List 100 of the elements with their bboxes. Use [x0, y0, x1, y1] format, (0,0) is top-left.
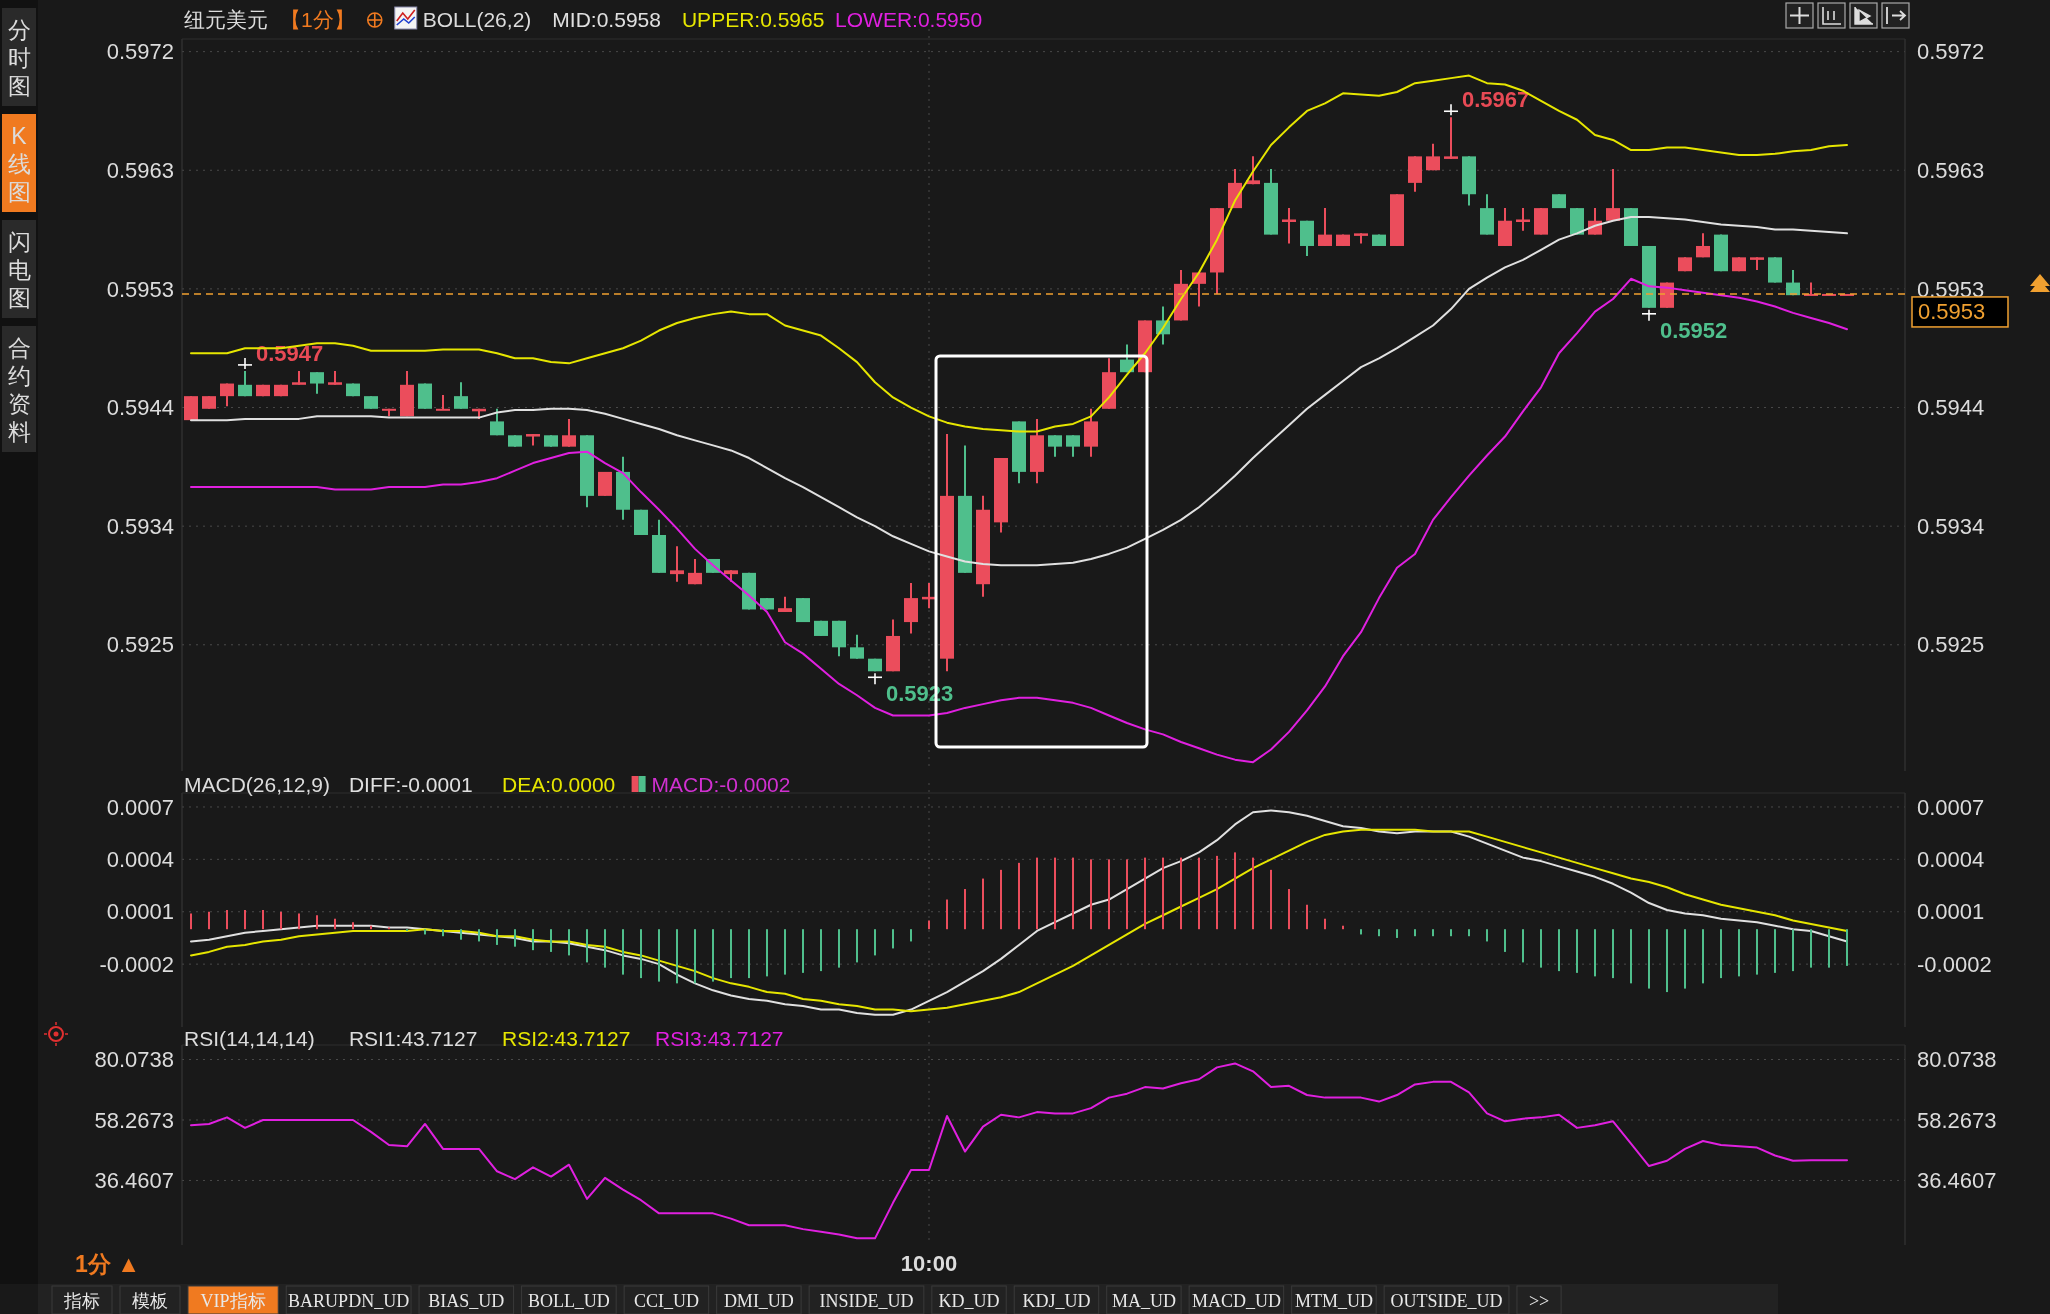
bar — [226, 910, 228, 930]
bar — [1360, 929, 1362, 935]
bar — [1144, 857, 1146, 930]
bar — [1720, 929, 1722, 979]
text: 分时图 — [7, 17, 31, 99]
y2-tick-label: 0.5972 — [1917, 39, 1985, 65]
bar — [1684, 929, 1686, 989]
text: BOLL_UD — [527, 1291, 610, 1311]
y-tick-label: 0.5944 — [106, 395, 174, 421]
y-tick-label: 80.0738 — [94, 1047, 174, 1073]
bar — [424, 929, 426, 935]
y2-tick-label: 0.0007 — [1917, 794, 1985, 820]
text: RSI3:43.7127 — [655, 1027, 784, 1050]
bar — [1126, 859, 1128, 930]
text: MTM_UD — [1294, 1291, 1373, 1311]
y-tick-label: 58.2673 — [94, 1107, 174, 1133]
chart-subtitle: 【1分】 — [280, 8, 355, 31]
y-tick-label: 36.4607 — [94, 1168, 174, 1194]
candlestick — [1282, 207, 1296, 245]
text: >> — [1528, 1291, 1550, 1311]
text: KDJ_UD — [1022, 1291, 1091, 1311]
legend-label: MACD:-0.0002 — [651, 773, 791, 796]
bar — [280, 911, 282, 930]
bar — [1756, 929, 1758, 975]
bar — [784, 929, 786, 975]
bar — [1036, 857, 1038, 930]
y2-tick-label: 0.5963 — [1917, 157, 1985, 183]
bar — [1054, 857, 1056, 930]
y-tick-label: 0.0007 — [106, 794, 174, 820]
y-tick-label: 0.0001 — [106, 899, 174, 925]
candlestick — [238, 369, 252, 398]
bar — [1450, 929, 1452, 937]
bar — [1000, 869, 1002, 930]
bar — [1108, 859, 1110, 930]
bar — [1540, 929, 1542, 968]
y2-tick-label: -0.0002 — [1917, 951, 1992, 977]
y2-tick-label: 0.5925 — [1917, 632, 1985, 658]
bar — [820, 929, 822, 972]
bar — [1090, 859, 1092, 930]
bar — [1432, 929, 1434, 937]
bar — [1558, 929, 1560, 972]
bar — [1810, 929, 1812, 968]
bar — [496, 929, 498, 945]
bar — [1396, 929, 1398, 938]
line-series — [190, 277, 1848, 764]
bar — [640, 929, 642, 979]
bar — [316, 915, 318, 930]
y-tick-label: 0.5953 — [106, 276, 174, 302]
bar — [244, 910, 246, 930]
bar — [712, 929, 714, 982]
text: KD_UD — [938, 1291, 1000, 1311]
bar — [1378, 929, 1380, 937]
text: VIP指标 — [200, 1291, 266, 1311]
bar — [892, 929, 894, 949]
annotation: 0.5952 — [1660, 317, 1728, 343]
candlestick — [670, 545, 684, 583]
bar — [910, 929, 912, 942]
bar — [1162, 857, 1164, 930]
text: UPPER:0.5965 — [681, 8, 825, 31]
text: 合约资料 — [7, 335, 31, 445]
bar — [856, 929, 858, 963]
bar — [352, 922, 354, 930]
bar — [586, 929, 588, 963]
candlestick — [310, 371, 324, 395]
bar — [838, 929, 840, 968]
candlestick — [1606, 167, 1620, 222]
text: MID:0.5958 — [552, 8, 661, 31]
bar — [1198, 857, 1200, 930]
bar — [1504, 929, 1506, 952]
bar — [514, 929, 516, 947]
bar — [1018, 862, 1020, 930]
bar — [1630, 929, 1632, 984]
bar — [262, 910, 264, 930]
bar — [1288, 889, 1290, 930]
bar — [298, 913, 300, 930]
candlestick — [688, 557, 702, 586]
bar — [190, 913, 192, 930]
annotation: RSI1:43.7127 — [348, 1027, 478, 1050]
legend-title: BOLL(26,2) — [422, 8, 532, 31]
candlestick — [562, 417, 576, 448]
y-tick-label: 0.5972 — [106, 39, 174, 65]
text: 指标 — [63, 1291, 100, 1311]
chart-title: 纽元美元 — [184, 8, 268, 31]
text: MACD_UD — [1191, 1291, 1281, 1311]
candlestick — [1048, 434, 1062, 458]
bar — [1324, 918, 1326, 930]
line-series — [190, 74, 1848, 433]
annotation: RSI2:43.7127 — [502, 1027, 631, 1050]
bar — [658, 929, 660, 982]
text: 闪电图 — [7, 229, 31, 311]
bar — [766, 929, 768, 977]
y2-tick-label: 0.5944 — [1917, 395, 1985, 421]
text: K线图 — [7, 123, 31, 205]
candlestick — [1444, 116, 1458, 160]
bar — [1414, 929, 1416, 937]
line-series — [190, 1062, 1848, 1240]
bar — [1468, 929, 1470, 937]
candlestick — [490, 407, 504, 437]
bar — [550, 929, 552, 952]
bar — [1828, 929, 1830, 968]
